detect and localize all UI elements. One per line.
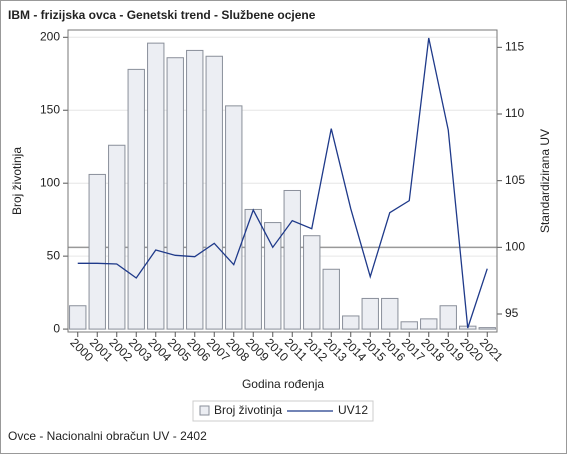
bar [166, 57, 184, 330]
bar [342, 315, 360, 330]
y2-tick-label: 110 [505, 106, 524, 120]
bar [400, 321, 418, 330]
footnote: Ovce - Nacionalni obračun UV - 2402 [8, 429, 207, 443]
y2-tick-label: 100 [505, 240, 525, 254]
y-axis-label: Broj životinja [10, 147, 24, 215]
chart-title: IBM - frizijska ovca - Genetski trend - … [8, 8, 316, 22]
bar [127, 68, 145, 330]
y-tick-label: 200 [40, 29, 60, 43]
bar [88, 173, 106, 330]
y-tick-label: 150 [40, 102, 60, 116]
bar [361, 297, 379, 330]
y-tick-label: 100 [40, 175, 60, 189]
x-axis-label: Godina rođenja [242, 377, 324, 391]
legend-label: Broj životinja [214, 403, 282, 417]
y-tick-label: 0 [53, 321, 60, 335]
legend-label: UV12 [338, 403, 368, 417]
y2-axis-label: Standardizirana UV [538, 129, 552, 233]
legend-swatch [199, 405, 210, 416]
legend-box [192, 400, 374, 422]
y2-tick-label: 95 [505, 306, 519, 320]
y2-tick-label: 105 [505, 173, 525, 187]
y-tick-label: 50 [47, 248, 61, 262]
bar [69, 305, 87, 330]
bar [264, 222, 282, 330]
bar [205, 55, 223, 330]
y2-tick-label: 115 [505, 40, 524, 54]
bar [283, 189, 301, 330]
bar [147, 42, 165, 330]
line [77, 37, 488, 329]
bar [439, 305, 457, 330]
bar [303, 235, 321, 330]
bar [186, 49, 204, 330]
bar [478, 327, 496, 330]
bar [225, 105, 243, 330]
bar [381, 297, 399, 330]
plot-frame [67, 29, 498, 333]
bar [108, 144, 126, 330]
bar [420, 318, 438, 330]
bar [322, 268, 340, 330]
